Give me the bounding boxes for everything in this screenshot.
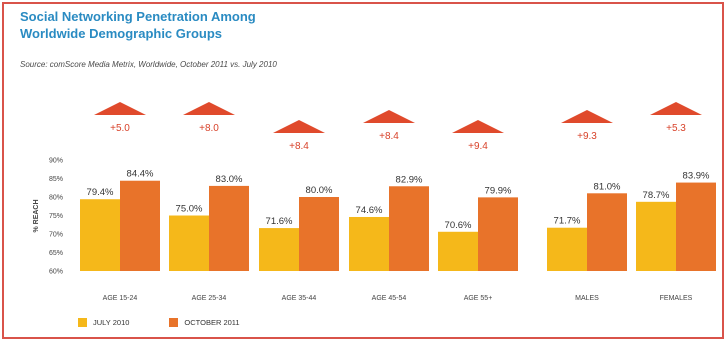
legend-swatch-july: [78, 318, 87, 327]
chart-title: Social Networking Penetration Among Worl…: [20, 9, 256, 41]
category-label: MALES: [575, 295, 599, 302]
data-label-july: 71.7%: [554, 216, 581, 227]
category-label: FEMALES: [660, 295, 693, 302]
change-label: +9.4: [468, 141, 488, 152]
y-axis-label: % REACH: [33, 199, 40, 232]
legend-label-october: OCTOBER 2011: [184, 318, 240, 327]
category-label: AGE 35-44: [282, 295, 317, 302]
legend-swatch-october: [169, 318, 179, 327]
bar-october-2011: [389, 186, 429, 271]
bar-october-2011: [587, 193, 627, 271]
change-label: +5.3: [666, 123, 686, 134]
change-arrow-icon: [561, 110, 613, 123]
data-label-october: 81.0%: [594, 181, 621, 192]
y-tick-label: 90%: [49, 158, 63, 165]
bar-july-2010: [438, 231, 478, 271]
legend: JULY 2010 OCTOBER 2011: [78, 318, 274, 327]
data-label-july: 70.6%: [445, 220, 472, 231]
bar-october-2011: [299, 197, 339, 271]
category-label: AGE 45-54: [372, 295, 407, 302]
category-label: AGE 55+: [464, 295, 493, 302]
bar-october-2011: [209, 185, 249, 271]
data-label-july: 79.4%: [87, 187, 114, 198]
change-label: +9.3: [577, 131, 597, 142]
data-label-october: 82.9%: [396, 174, 423, 185]
data-label-october: 84.4%: [127, 169, 154, 180]
change-arrow-icon: [94, 102, 146, 115]
change-arrow-icon: [273, 120, 325, 133]
bar-july-2010: [636, 201, 676, 271]
change-label: +8.4: [289, 141, 309, 152]
data-label-october: 83.9%: [683, 171, 710, 182]
data-label-july: 78.7%: [643, 190, 670, 201]
data-label-july: 71.6%: [266, 216, 293, 227]
change-label: +8.4: [379, 131, 399, 142]
bar-july-2010: [547, 227, 587, 271]
category-label: AGE 15-24: [103, 295, 138, 302]
legend-item-july: JULY 2010: [78, 318, 129, 327]
bar-july-2010: [80, 199, 120, 271]
change-arrow-icon: [183, 102, 235, 115]
bar-july-2010: [169, 215, 209, 271]
data-label-october: 83.0%: [216, 174, 243, 185]
bar-october-2011: [676, 182, 716, 271]
y-tick-label: 85%: [49, 176, 63, 183]
bar-october-2011: [120, 180, 160, 271]
change-annotations: +5.0 +8.0 +8.4 +8.4 +9.4 +9.3 +5.3: [94, 102, 702, 152]
change-arrow-icon: [363, 110, 415, 123]
y-tick-label: 70%: [49, 232, 63, 239]
change-arrow-icon: [650, 102, 702, 115]
bar-october-2011: [478, 197, 518, 271]
bars-group: 79.4% 84.4% AGE 15-24 75.0% 83.0% AGE 25-34 71…: [80, 169, 716, 302]
legend-label-july: JULY 2010: [93, 318, 130, 327]
data-label-july: 75.0%: [176, 204, 203, 215]
chart-frame: [2, 2, 724, 339]
data-label-july: 74.6%: [356, 205, 383, 216]
change-label: +5.0: [110, 123, 130, 134]
legend-item-october: OCTOBER 2011: [169, 318, 240, 327]
data-label-october: 80.0%: [306, 185, 333, 196]
y-axis: 60% 65% 70% 75% 80% 85% 90% % REACH: [33, 158, 63, 276]
y-tick-label: 65%: [49, 250, 63, 257]
change-arrow-icon: [452, 120, 504, 133]
chart-source: Source: comScore Media Metrix, Worldwide…: [20, 60, 277, 69]
y-tick-label: 80%: [49, 195, 63, 202]
bar-july-2010: [259, 228, 299, 271]
change-label: +8.0: [199, 123, 219, 134]
bar-july-2010: [349, 216, 389, 271]
category-label: AGE 25-34: [192, 295, 227, 302]
y-tick-label: 60%: [49, 269, 63, 276]
y-tick-label: 75%: [49, 213, 63, 220]
data-label-october: 79.9%: [485, 185, 512, 196]
